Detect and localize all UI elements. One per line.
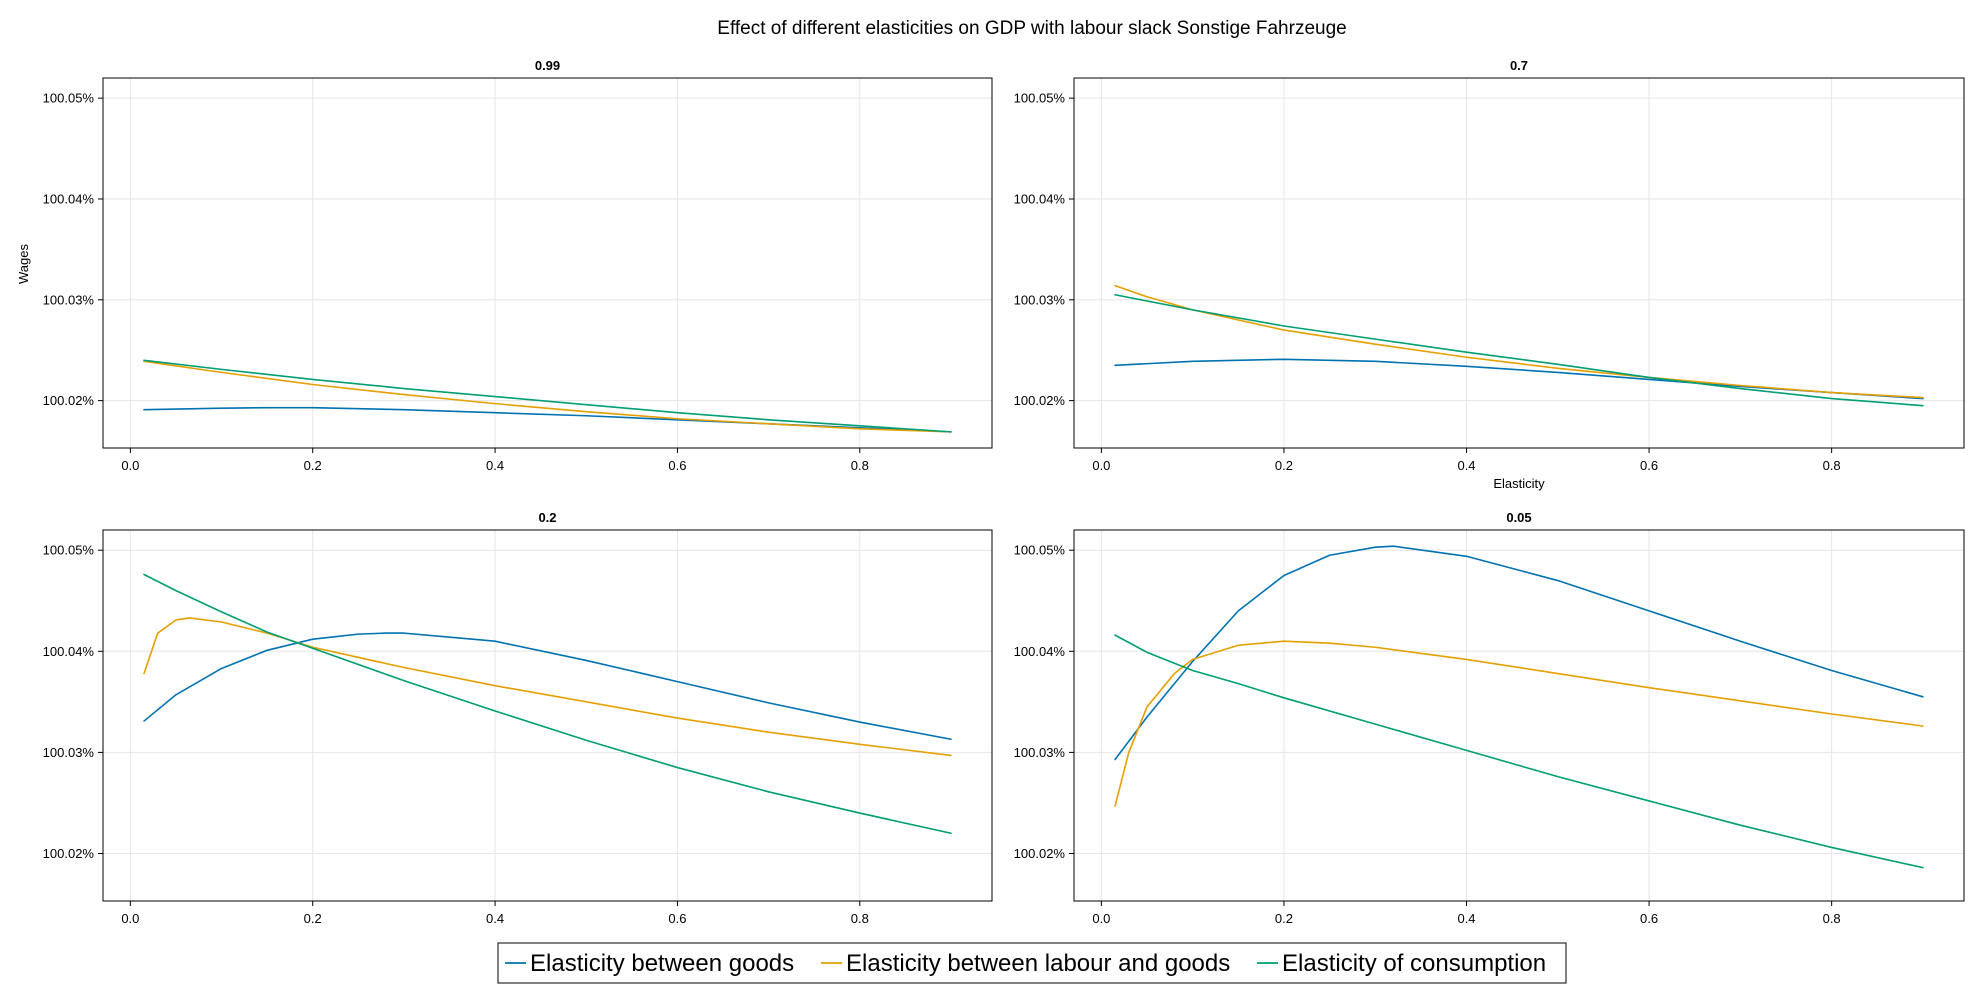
x-tick-label: 0.6 (1640, 911, 1658, 926)
y-tick-label: 100.05% (43, 543, 95, 558)
x-axis-label: Elasticity (1493, 476, 1545, 491)
y-tick-label: 100.02% (43, 846, 95, 861)
x-tick-label: 0.8 (851, 458, 869, 473)
plot-frame (102, 77, 993, 449)
x-tick-label: 0.0 (121, 911, 139, 926)
y-tick-label: 100.05% (1014, 91, 1066, 106)
x-tick-label: 0.8 (1823, 911, 1841, 926)
subplot-2: 0.0 0.2 0.4 0.6 0.8 100.02% 100.03% 100.04% 100.… (1014, 58, 1965, 491)
series-line-2 (143, 617, 952, 757)
series-line-2 (1114, 284, 1924, 399)
figure-title: Effect of different elasticities on GDP … (717, 18, 1346, 39)
x-tick-label: 0.8 (851, 911, 869, 926)
subplot-title: 0.05 (1506, 510, 1531, 525)
x-tick-label: 0.4 (1457, 458, 1475, 473)
series-line-3 (1114, 293, 1924, 407)
x-tick-label: 0.2 (1275, 911, 1293, 926)
series-line-1 (143, 406, 952, 433)
y-tick-label: 100.03% (43, 745, 95, 760)
y-tick-label: 100.03% (43, 292, 95, 307)
series-line-3 (143, 573, 952, 835)
x-tick-label: 0.4 (1457, 911, 1475, 926)
y-tick-label: 100.04% (43, 644, 95, 659)
subplot-title: 0.7 (1510, 58, 1528, 73)
plot-frame (1073, 529, 1965, 902)
y-tick-label: 100.03% (1014, 292, 1066, 307)
series-line-1 (1114, 545, 1924, 761)
y-tick-label: 100.05% (43, 91, 95, 106)
x-tick-label: 0.0 (1092, 458, 1110, 473)
legend-frame (497, 942, 1567, 984)
plot-frame (1073, 77, 1965, 449)
series-line-2 (143, 360, 952, 433)
subplot-4: 0.0 0.2 0.4 0.6 0.8 100.02% 100.03% 100.04% 100.… (1014, 510, 1965, 926)
x-tick-label: 0.2 (1275, 458, 1293, 473)
y-tick-label: 100.02% (1014, 846, 1066, 861)
series-line-3 (1114, 634, 1924, 869)
y-tick-label: 100.02% (1014, 393, 1066, 408)
y-tick-label: 100.04% (1014, 644, 1066, 659)
subplot-3: 0.0 0.2 0.4 0.6 0.8 100.02% 100.03% 100.04% 100.… (43, 510, 993, 926)
x-tick-label: 0.2 (304, 458, 322, 473)
y-tick-label: 100.02% (43, 393, 95, 408)
x-tick-label: 0.6 (1640, 458, 1658, 473)
legend-label-2: Elasticity between labour and goods (846, 950, 1230, 977)
plot-frame (102, 529, 993, 902)
y-axis-label: Wages (16, 244, 31, 284)
y-tick-label: 100.05% (1014, 543, 1066, 558)
x-tick-label: 0.4 (486, 458, 504, 473)
series-line-1 (1114, 358, 1924, 400)
x-tick-label: 0.6 (668, 458, 686, 473)
subplot-1: 0.0 0.2 0.4 0.6 0.8 100.02% 100.03% 100.04% 100.… (43, 58, 993, 473)
series-line-1 (143, 632, 952, 741)
x-tick-label: 0.2 (304, 911, 322, 926)
x-tick-label: 0.8 (1823, 458, 1841, 473)
series-line-2 (1114, 640, 1924, 807)
x-tick-label: 0.6 (668, 911, 686, 926)
y-tick-label: 100.03% (1014, 745, 1066, 760)
y-tick-label: 100.04% (43, 191, 95, 206)
legend-label-1: Elasticity between goods (530, 950, 794, 977)
series-line-3 (143, 359, 952, 433)
x-tick-label: 0.0 (121, 458, 139, 473)
x-tick-label: 0.4 (486, 911, 504, 926)
legend: Elasticity between goods Elasticity betwe… (497, 942, 1567, 984)
subplot-title: 0.2 (538, 510, 556, 525)
y-tick-label: 100.04% (1014, 191, 1066, 206)
subplot-grid: 0.0 0.2 0.4 0.6 0.8 100.02% 100.03% 100.04% 100.… (43, 58, 1965, 926)
subplot-title: 0.99 (535, 58, 560, 73)
x-tick-label: 0.0 (1092, 911, 1110, 926)
legend-label-3: Elasticity of consumption (1282, 950, 1546, 977)
